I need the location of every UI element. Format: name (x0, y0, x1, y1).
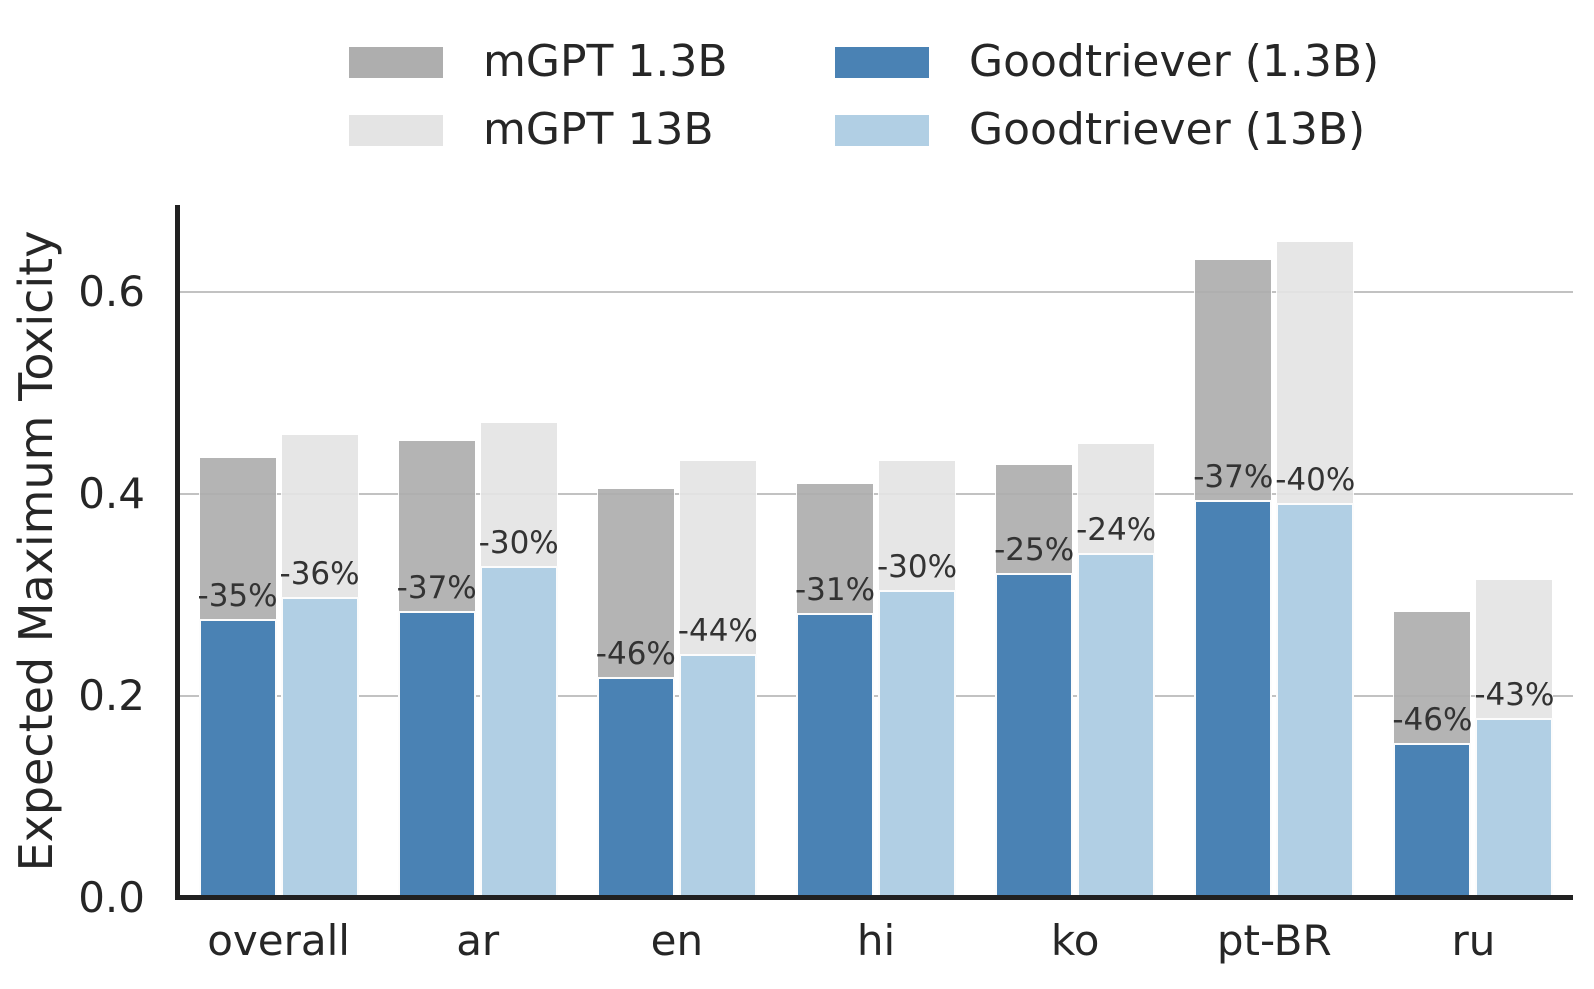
legend-label-mgpt-1-3b: mGPT 1.3B (483, 36, 728, 87)
x-tick-label-overall: overall (207, 916, 350, 965)
bar-goodtriever-13b-overall (280, 597, 359, 898)
pct-change-label-goodtriever-1-3b-overall: -35% (197, 578, 278, 615)
legend-swatch-mgpt-1-3b (349, 46, 443, 78)
legend-swatch-mgpt-13b (349, 114, 443, 146)
bar-goodtriever-1-3b-ko (995, 572, 1074, 898)
y-axis-title: Expected Maximum Toxicity (9, 230, 63, 872)
bar-goodtriever-13b-ko (1077, 552, 1156, 898)
bar-goodtriever-1-3b-en (596, 676, 675, 898)
pct-change-label-goodtriever-1-3b-ar: -37% (396, 570, 477, 607)
plot-area: -35% -36% -37% -30% -46% -44% -31% -30% -25% -24%… (175, 205, 1573, 900)
bar-goodtriever-1-3b-pt-br (1194, 500, 1273, 898)
y-tick-label-0.6: 0.6 (78, 267, 145, 316)
bar-goodtriever-1-3b-overall (198, 619, 277, 898)
x-tick-label-ru: ru (1451, 916, 1496, 965)
bar-goodtriever-13b-ru (1475, 718, 1554, 898)
pct-change-label-goodtriever-13b-ru: -43% (1474, 677, 1555, 714)
bar-goodtriever-1-3b-hi (796, 613, 874, 898)
bar-goodtriever-13b-en (678, 653, 757, 898)
legend-item-mgpt-1-3b: mGPT 1.3B (349, 40, 728, 84)
legend-item-mgpt-13b: mGPT 13B (349, 108, 714, 152)
pct-change-label-goodtriever-1-3b-hi: -31% (794, 572, 876, 609)
bar-goodtriever-13b-ar (479, 565, 558, 898)
pct-change-label-goodtriever-13b-en: -44% (677, 612, 758, 649)
pct-change-label-goodtriever-1-3b-en: -46% (595, 635, 676, 672)
y-tick-label-0.2: 0.2 (78, 671, 145, 720)
pct-change-label-goodtriever-1-3b-ko: -25% (994, 531, 1075, 568)
bar-goodtriever-13b-pt-br (1276, 503, 1355, 898)
legend-label-goodtriever-1-3b: Goodtriever (1.3B) (969, 36, 1380, 87)
x-tick-label-en: en (650, 916, 704, 965)
legend-swatch-goodtriever-13b (835, 114, 929, 146)
x-tick-label-ar: ar (456, 916, 500, 965)
pct-change-label-goodtriever-13b-ar: -30% (478, 524, 559, 561)
bar-goodtriever-1-3b-ar (397, 611, 476, 898)
y-tick-label-0.0: 0.0 (78, 873, 145, 922)
gridline-0.2 (179, 695, 1573, 697)
y-tick-label-0.4: 0.4 (78, 469, 145, 518)
legend-label-mgpt-13b: mGPT 13B (483, 104, 714, 155)
pct-change-label-goodtriever-13b-pt-br: -40% (1275, 462, 1356, 499)
legend-item-goodtriever-1-3b: Goodtriever (1.3B) (835, 40, 1379, 84)
x-axis-line (175, 895, 1573, 900)
x-tick-label-ko: ko (1050, 916, 1100, 965)
y-axis-line (175, 205, 180, 900)
pct-change-label-goodtriever-1-3b-ru: -46% (1392, 702, 1473, 739)
gridline-0.6 (179, 291, 1573, 293)
gridline-0.4 (179, 493, 1573, 495)
x-tick-label-pt-br: pt-BR (1216, 916, 1332, 965)
bar-goodtriever-1-3b-ru (1393, 743, 1472, 898)
bar-goodtriever-13b-hi (878, 589, 956, 898)
legend-swatch-goodtriever-1-3b (835, 46, 929, 78)
pct-change-label-goodtriever-13b-ko: -24% (1076, 511, 1157, 548)
x-tick-label-hi: hi (856, 916, 896, 965)
legend-label-goodtriever-13b: Goodtriever (13B) (969, 104, 1366, 155)
legend-item-goodtriever-13b: Goodtriever (13B) (835, 108, 1365, 152)
pct-change-label-goodtriever-13b-overall: -36% (279, 556, 360, 593)
pct-change-label-goodtriever-1-3b-pt-br: -37% (1193, 459, 1274, 496)
pct-change-label-goodtriever-13b-hi: -30% (876, 548, 958, 585)
